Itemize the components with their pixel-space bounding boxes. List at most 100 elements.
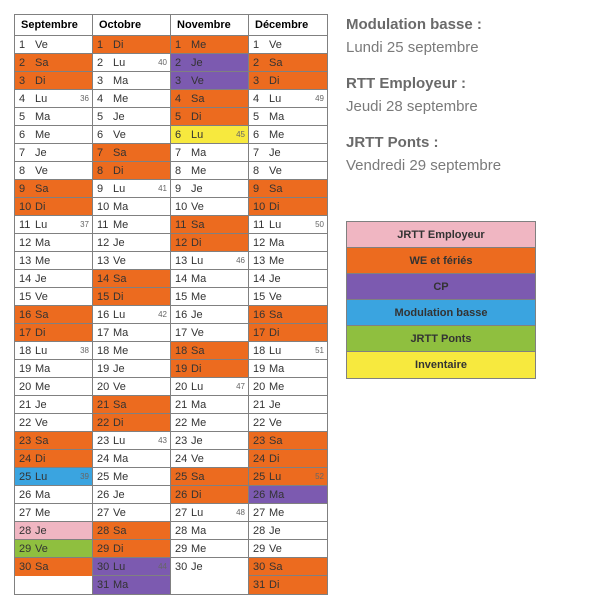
day-cell: 31Di (249, 576, 327, 594)
day-abbr: Je (35, 273, 47, 285)
side-note-title: JRTT Ponts : (346, 132, 536, 155)
day-abbr: Sa (113, 147, 126, 159)
legend-row: Modulation basse (347, 300, 535, 326)
day-number: 19 (175, 363, 191, 375)
day-cell: 12Di (171, 234, 248, 252)
day-abbr: Lu (191, 381, 203, 393)
week-number: 45 (236, 130, 245, 139)
day-abbr: Me (191, 39, 206, 51)
day-abbr: Ve (113, 381, 126, 393)
day-cell: 2Lu40 (93, 54, 170, 72)
day-abbr: Me (113, 471, 128, 483)
day-number: 6 (97, 129, 113, 141)
day-number: 2 (97, 57, 113, 69)
day-number: 20 (175, 381, 191, 393)
week-number: 41 (158, 184, 167, 193)
week-number: 49 (315, 94, 324, 103)
day-abbr: Je (191, 57, 203, 69)
day-abbr: Me (269, 255, 284, 267)
day-abbr: Sa (269, 561, 282, 573)
day-cell: 17Ma (93, 324, 170, 342)
day-abbr: Je (113, 363, 125, 375)
day-number: 21 (253, 399, 269, 411)
day-cell: 24Ve (171, 450, 248, 468)
day-number: 25 (97, 471, 113, 483)
day-number: 19 (97, 363, 113, 375)
day-cell: 5Di (171, 108, 248, 126)
day-abbr: Me (191, 165, 206, 177)
day-abbr: Lu (113, 183, 125, 195)
day-cell: 27Me (15, 504, 92, 522)
day-cell: 30Lu44 (93, 558, 170, 576)
day-cell: 17Di (249, 324, 327, 342)
day-number: 15 (253, 291, 269, 303)
week-number: 42 (158, 310, 167, 319)
day-cell: 9Sa (15, 180, 92, 198)
day-number: 23 (175, 435, 191, 447)
day-cell: 16Je (171, 306, 248, 324)
day-number: 21 (97, 399, 113, 411)
day-cell: 1Me (171, 36, 248, 54)
day-cell: 13Me (15, 252, 92, 270)
day-number: 5 (253, 111, 269, 123)
day-abbr: Di (269, 579, 279, 591)
day-abbr: Sa (269, 309, 282, 321)
day-cell: 10Di (15, 198, 92, 216)
day-cell: 15Me (171, 288, 248, 306)
day-abbr: Ve (113, 255, 126, 267)
day-cell: 11Me (93, 216, 170, 234)
day-number: 21 (19, 399, 35, 411)
week-number: 44 (158, 562, 167, 571)
day-number: 30 (19, 561, 35, 573)
day-abbr: Sa (113, 525, 126, 537)
day-number: 8 (175, 165, 191, 177)
day-number: 8 (97, 165, 113, 177)
day-number: 2 (253, 57, 269, 69)
day-abbr: Ve (113, 507, 126, 519)
day-number: 24 (253, 453, 269, 465)
day-cell: 5Ma (249, 108, 327, 126)
day-abbr: Di (35, 453, 45, 465)
day-abbr: Me (191, 417, 206, 429)
month-header: Octobre (93, 15, 170, 36)
day-abbr: Lu (35, 471, 47, 483)
day-number: 30 (175, 561, 191, 573)
day-cell: 7Je (15, 144, 92, 162)
day-number: 26 (19, 489, 35, 501)
day-cell: 16Sa (249, 306, 327, 324)
day-abbr: Sa (191, 471, 204, 483)
day-cell: 12Ma (249, 234, 327, 252)
day-number: 22 (253, 417, 269, 429)
week-number: 43 (158, 436, 167, 445)
day-number: 2 (19, 57, 35, 69)
day-abbr: Di (191, 363, 201, 375)
day-number: 18 (97, 345, 113, 357)
day-abbr: Di (113, 417, 123, 429)
day-abbr: Ma (269, 363, 284, 375)
day-abbr: Ve (269, 39, 282, 51)
day-number: 14 (175, 273, 191, 285)
day-number: 1 (175, 39, 191, 51)
day-number: 13 (175, 255, 191, 267)
day-abbr: Ve (191, 75, 204, 87)
day-cell: 4Lu36 (15, 90, 92, 108)
day-cell: 18Me (93, 342, 170, 360)
day-abbr: Ma (113, 453, 128, 465)
day-abbr: Je (191, 561, 203, 573)
day-cell: 21Ma (171, 396, 248, 414)
day-abbr: Je (269, 399, 281, 411)
day-number: 4 (175, 93, 191, 105)
day-cell: 6Lu45 (171, 126, 248, 144)
day-number: 16 (19, 309, 35, 321)
day-number: 12 (19, 237, 35, 249)
day-cell: 11Sa (171, 216, 248, 234)
day-number: 4 (253, 93, 269, 105)
day-cell: 21Je (15, 396, 92, 414)
day-abbr: Je (269, 273, 281, 285)
day-abbr: Je (113, 237, 125, 249)
day-abbr: Ve (35, 543, 48, 555)
day-cell: 12Je (93, 234, 170, 252)
week-number: 46 (236, 256, 245, 265)
day-cell: 15Ve (249, 288, 327, 306)
day-abbr: Ma (113, 579, 128, 591)
